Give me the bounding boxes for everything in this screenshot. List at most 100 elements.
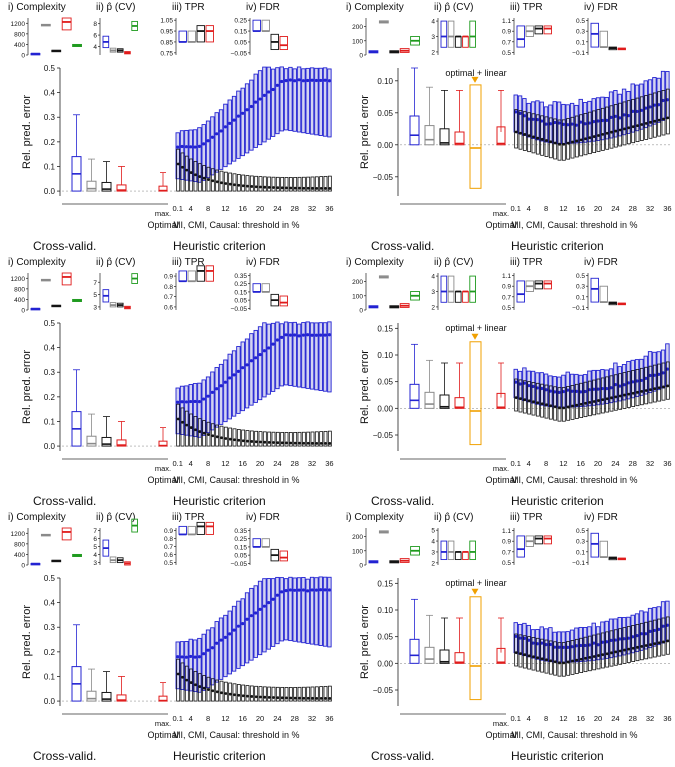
heuristic-median-blue: [202, 142, 206, 146]
mini-tick-label: 0.5: [502, 560, 511, 567]
heuristic-box-black: [566, 641, 571, 676]
heuristic-median-blue: [228, 376, 232, 380]
heuristic-box-blue: [292, 68, 297, 132]
heuristic-box-blue: [244, 592, 250, 664]
heuristic-median-black: [202, 686, 206, 690]
mini-tick-label: 0.05: [234, 298, 247, 305]
heuristic-box-black: [648, 620, 653, 659]
mini-tick-label: 0.05: [234, 39, 247, 46]
y-tick-label: 0.05: [377, 109, 393, 118]
mini-title: iv) FDR: [246, 512, 280, 523]
heuristic-median-black: [311, 696, 314, 700]
threshold-tick-label: 4: [189, 714, 193, 723]
mini-title: i) Complexity: [346, 512, 404, 523]
y-tick-label: 0.0: [44, 187, 56, 196]
y-tick-label: 0.5: [44, 574, 56, 583]
heuristic-median-black: [514, 396, 518, 400]
mini-tick-label: 0.9: [502, 284, 511, 291]
mini-tick-label: 100: [352, 548, 363, 555]
y-axis-label: Rel. pred. error: [21, 350, 33, 424]
heuristic-box-black: [522, 380, 527, 414]
heuristic-median-black: [532, 655, 535, 659]
threshold-tick-label: 0.1: [173, 204, 183, 213]
heuristic-median-black: [514, 651, 518, 655]
heuristic-box-blue: [210, 627, 215, 686]
heuristic-median-blue: [249, 104, 253, 109]
heuristic-median-blue: [284, 79, 288, 83]
optimal-label: Optimal: [147, 730, 178, 740]
heuristic-box-black: [522, 635, 527, 669]
mini-box: [440, 540, 448, 561]
heuristic-box-black: [583, 113, 588, 156]
threshold-tick-label: 8: [544, 459, 548, 468]
heuristic-median-black: [215, 435, 219, 439]
mini-tick-label: 1200: [11, 21, 26, 28]
heuristic-box-black: [228, 427, 233, 447]
heuristic-box-black: [592, 110, 597, 153]
heuristic-median-blue: [189, 399, 193, 404]
mini-tick-label: 4: [431, 539, 435, 546]
mini-title: iii) TPR: [172, 2, 205, 13]
heuristic-box-black: [514, 109, 519, 149]
cross-valid-label: Cross-valid.: [371, 239, 434, 253]
mini-title: iv) FDR: [584, 2, 618, 13]
mini-tick-label: −0.1: [572, 305, 585, 312]
heuristic-median-black: [198, 175, 202, 178]
max-label: max.: [493, 719, 509, 728]
annotation-text: optimal + linear: [445, 323, 506, 333]
optimal-linear-box: [469, 341, 482, 446]
mini-box: [590, 277, 599, 303]
heuristic-box-blue: [218, 617, 224, 680]
threshold-tick-label: 36: [325, 714, 333, 723]
heuristic-median-black: [584, 137, 587, 141]
heuristic-median-black: [302, 186, 306, 190]
heuristic-box-black: [306, 176, 311, 192]
threshold-tick-label: 0.1: [511, 459, 521, 468]
mini-box: [454, 291, 462, 303]
heuristic-box-black: [652, 619, 657, 658]
y-tick-label: 0.00: [377, 659, 393, 668]
threshold-tick-label: 4: [527, 459, 531, 468]
heuristic-median-black: [176, 162, 180, 166]
heuristic-box-black: [596, 378, 601, 415]
heuristic-label: Heuristic criterion: [173, 749, 266, 763]
heuristic-box-black: [176, 148, 181, 192]
threshold-tick-label: 8: [206, 714, 210, 723]
annotation-arrowhead: [471, 76, 479, 83]
heuristic-median-black: [285, 696, 288, 700]
mini-tick-label: 5: [431, 528, 435, 535]
threshold-tick-label: 0.1: [173, 459, 183, 468]
threshold-tick-label: 8: [206, 459, 210, 468]
heuristic-median-black: [553, 141, 557, 145]
heuristic-box-black: [323, 175, 328, 192]
heuristic-median-blue: [323, 333, 327, 337]
mini-tick-label: −0.05: [231, 561, 248, 568]
mini-tick-label: 0.5: [502, 50, 511, 57]
heuristic-box-black: [249, 685, 254, 702]
heuristic-box-black: [262, 176, 267, 192]
heuristic-median-black: [614, 650, 618, 654]
heuristic-box-black: [184, 665, 189, 702]
y-tick-label: 0.4: [44, 89, 56, 98]
heuristic-box-blue: [257, 70, 263, 146]
heuristic-box-black: [518, 634, 523, 668]
heuristic-box-blue: [249, 79, 254, 151]
heuristic-median-blue: [288, 333, 292, 337]
heuristic-box-blue: [327, 576, 332, 648]
heuristic-box-black: [531, 113, 536, 154]
heuristic-box-blue: [257, 326, 263, 401]
heuristic-median-black: [211, 179, 215, 183]
heuristic-box-black: [574, 383, 579, 419]
mini-box: [205, 521, 214, 535]
threshold-tick-label: 20: [256, 459, 264, 468]
heuristic-median-black: [514, 130, 518, 134]
mini-box: [454, 551, 462, 561]
heuristic-box-black: [293, 431, 298, 447]
mini-box: [261, 19, 270, 32]
heuristic-box-black: [228, 682, 233, 702]
threshold-tick-label: 20: [256, 204, 264, 213]
mini-tick-label: 6: [93, 33, 97, 40]
mini-tick-label: 200: [352, 534, 363, 541]
heuristic-box-blue: [309, 576, 315, 645]
